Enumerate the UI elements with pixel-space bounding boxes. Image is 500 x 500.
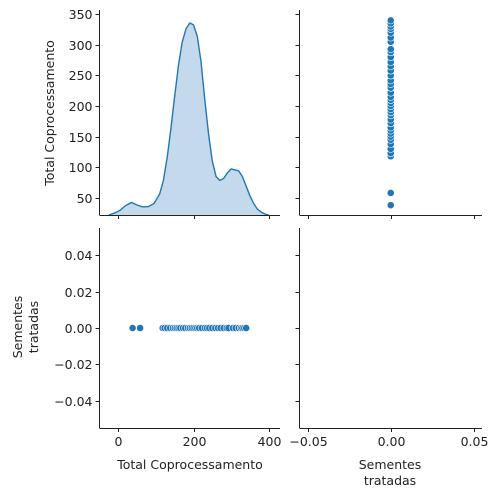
y-tick-label: 350	[69, 7, 93, 22]
kde-total-fill	[108, 23, 269, 215]
scatter-point	[136, 324, 145, 332]
scatter-tr-y-ticks	[295, 14, 300, 199]
panel-scatter-sementes-vs-total	[295, 10, 482, 219]
scatter-bl-x-ticks: 0 200 400	[115, 428, 282, 449]
y-tick-label: 150	[69, 130, 93, 145]
scatter-point	[242, 324, 251, 332]
y-axis-label-sementes-line2: tratadas	[26, 301, 41, 353]
y-axis-label-sementes-line1: Sementes	[10, 296, 25, 359]
y-tick-label: 0.02	[65, 285, 93, 300]
kde-total-area-group	[108, 22, 269, 216]
x-tick-label: 200	[183, 434, 207, 449]
y-tick-label: 300	[69, 38, 93, 53]
y-tick-label: 50	[77, 191, 93, 206]
y-tick-label: 250	[69, 68, 93, 83]
scatter-bl-points	[128, 324, 251, 332]
kde-total-y-ticks: 50 100 150 200 250 300 350	[69, 7, 100, 206]
scatter-point	[386, 16, 395, 25]
x-tick-label: −0.05	[289, 434, 327, 449]
panel-kde-total: 50 100 150 200 250 300 350	[69, 7, 280, 219]
y-tick-label: −0.02	[54, 357, 92, 372]
x-tick-label: 0.00	[378, 434, 406, 449]
panel-kde-sementes: −0.05 0.00 0.05	[289, 228, 488, 449]
kde-sementes-x-ticks: −0.05 0.00 0.05	[289, 428, 488, 449]
y-tick-label: 100	[69, 160, 93, 175]
scatter-point	[386, 189, 395, 197]
y-tick-label: 0.00	[65, 321, 93, 336]
kde-total-x-ticks	[118, 215, 270, 219]
y-tick-label: −0.04	[54, 394, 92, 409]
x-tick-label: 400	[258, 434, 282, 449]
kde-sementes-y-ticks	[295, 255, 300, 402]
x-axis-label-total: Total Coprocessamento	[116, 457, 263, 472]
scatter-point	[386, 45, 395, 54]
y-tick-label: 0.04	[65, 248, 93, 263]
scatter-bl-y-ticks: −0.04 −0.02 0.00 0.02 0.04	[54, 248, 100, 409]
x-axis-label-sementes-line2: tratadas	[364, 473, 416, 488]
x-tick-label: 0.05	[461, 434, 489, 449]
scatter-point	[386, 201, 395, 210]
scatter-tr-x-ticks	[308, 215, 475, 219]
kde-total-line	[108, 22, 269, 216]
scatter-tr-points	[386, 16, 395, 210]
x-tick-label: 0	[115, 434, 123, 449]
y-axis-label-total: Total Coprocessamento	[42, 40, 57, 187]
scatter-point	[128, 324, 137, 332]
panel-scatter-total-vs-sementes: −0.04 −0.02 0.00 0.02 0.04 0 200 400	[54, 228, 281, 449]
x-axis-label-sementes-line1: Sementes	[359, 457, 422, 472]
y-tick-label: 200	[69, 99, 93, 114]
